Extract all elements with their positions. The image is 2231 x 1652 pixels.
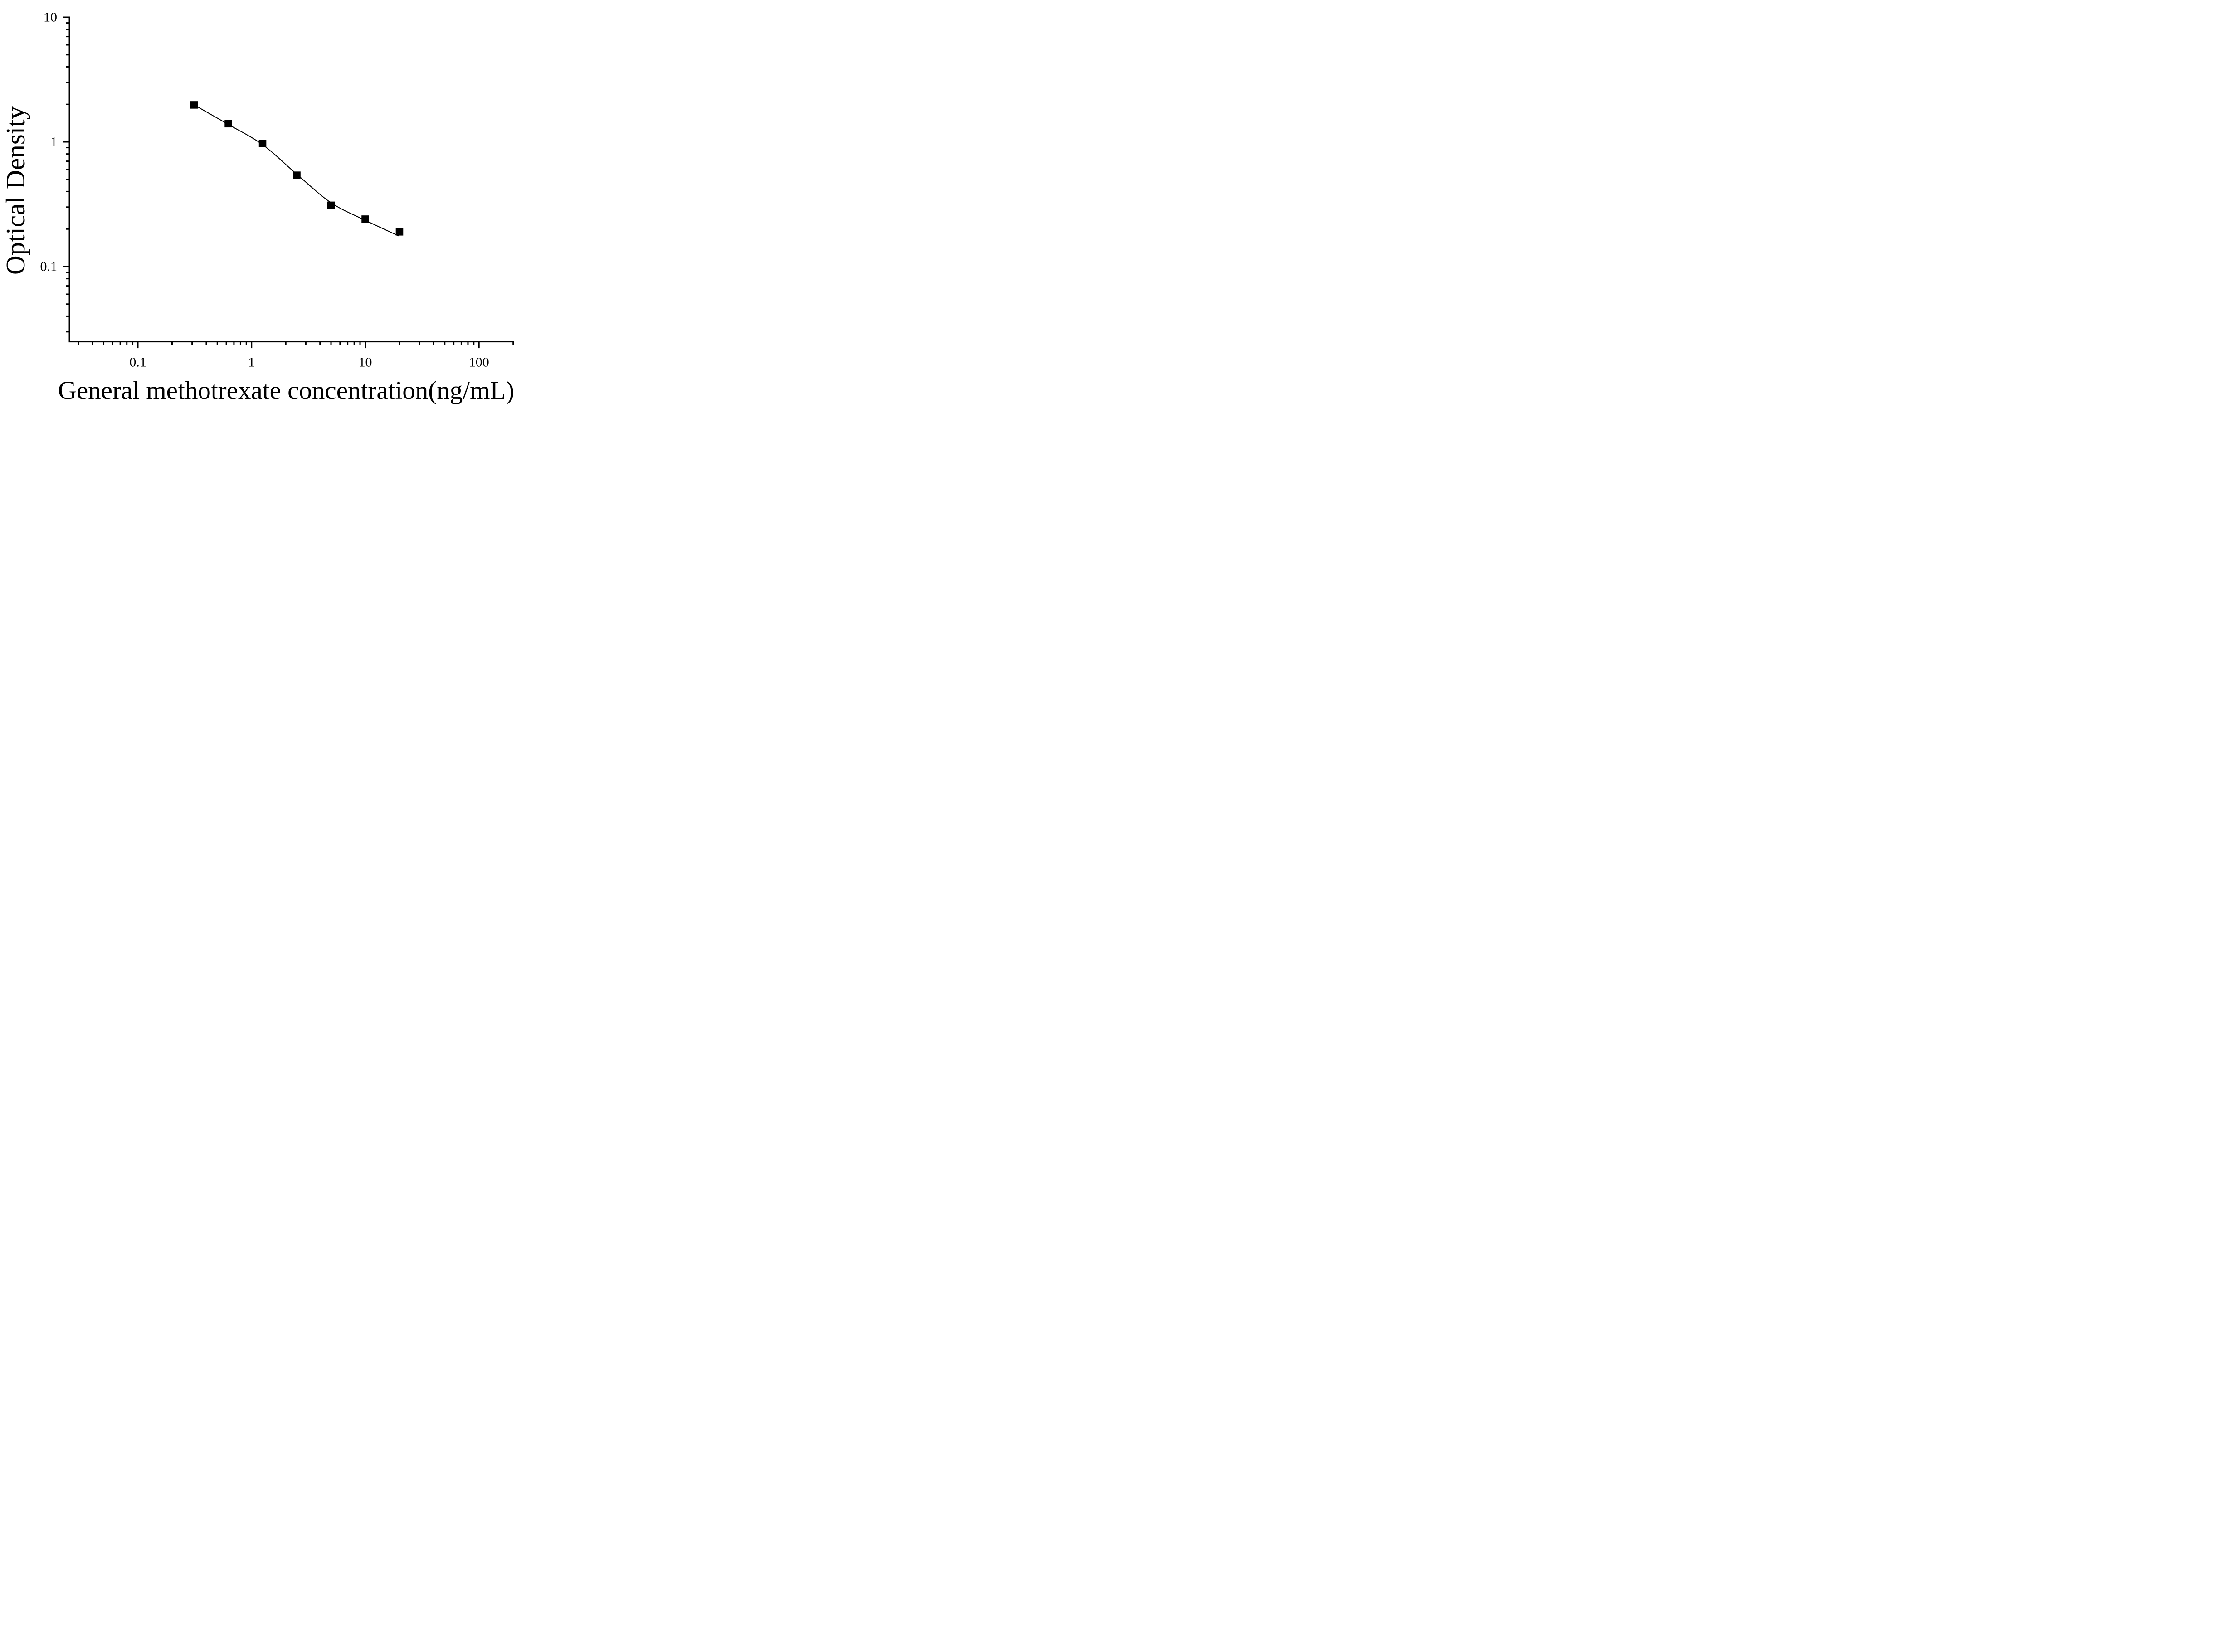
axes-layer (68, 16, 514, 343)
chart-canvas: 0.1 1 10 100 10 1 0.1 General methotrexate con… (0, 10, 515, 405)
x-tick-label: 100 (469, 355, 489, 370)
y-tick-label: 1 (50, 135, 57, 150)
data-point-marker (258, 140, 267, 147)
data-point-marker (327, 201, 335, 209)
tick-layer (63, 16, 514, 349)
data-point-marker (224, 120, 232, 128)
x-axis-title: General methotrexate concentration(ng/mL… (58, 376, 515, 405)
data-point-marker (361, 215, 369, 223)
data-point-marker (190, 101, 198, 109)
standard-curve-chart: 0.1 1 10 100 10 1 0.1 General methotrexate con… (0, 0, 558, 413)
x-tick-label: 0.1 (129, 355, 146, 370)
y-tick-label: 0.1 (40, 259, 58, 274)
plot-layer (190, 101, 404, 237)
y-axis-title: Optical Density (0, 106, 30, 275)
data-point-marker (293, 171, 301, 179)
y-tick-label: 10 (44, 10, 57, 25)
axis-spines (68, 16, 514, 343)
x-tick-label: 10 (359, 355, 372, 370)
data-point-marker (395, 228, 404, 236)
tick-label-layer: 0.1 1 10 100 10 1 0.1 (40, 10, 489, 370)
x-tick-label: 1 (248, 355, 255, 370)
